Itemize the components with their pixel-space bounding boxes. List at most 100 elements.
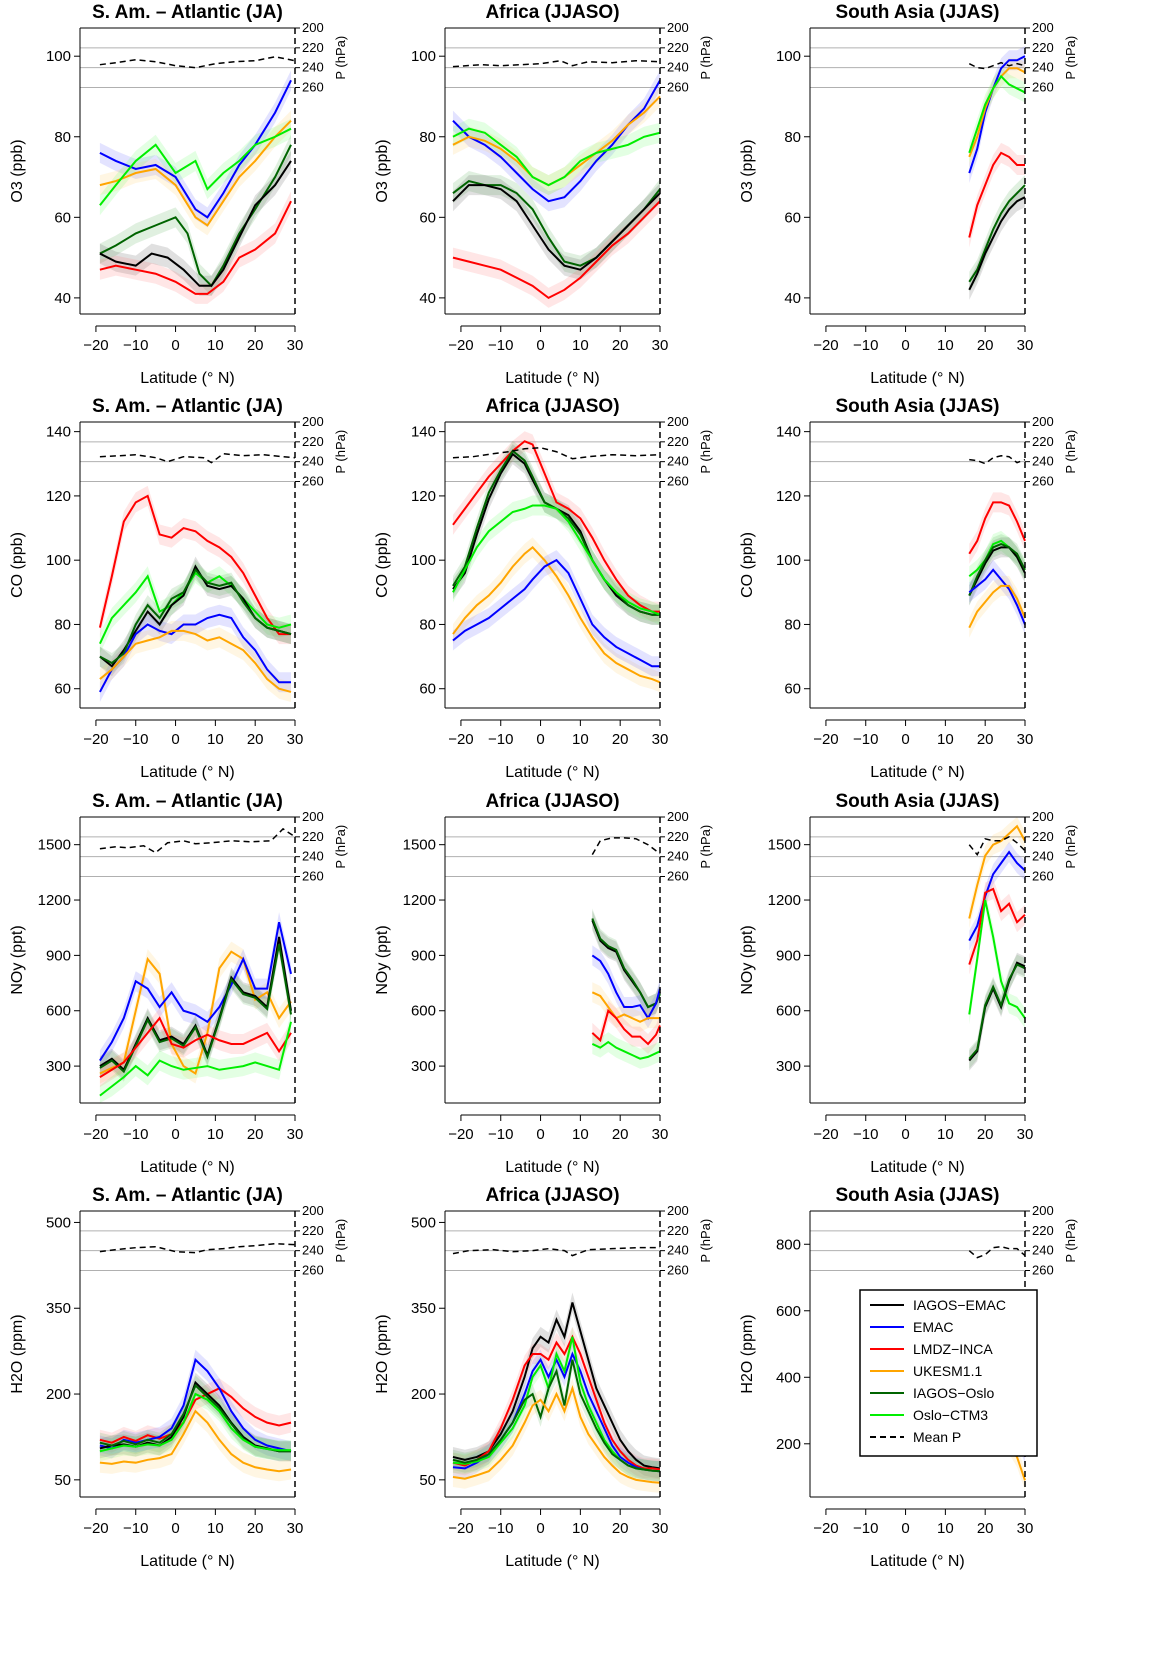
series-iagos-emac xyxy=(99,160,292,287)
x-tick-label: −10 xyxy=(853,337,878,354)
band-emac xyxy=(452,70,660,212)
band-oslo-ctm3 xyxy=(969,66,1025,163)
x-tick-label: 20 xyxy=(247,1520,264,1537)
x-axis-label: Latitude (° N) xyxy=(870,370,964,387)
p-axis-label: P (hPa) xyxy=(333,825,348,869)
band-iagos-emac xyxy=(969,187,1025,300)
series-ukesm1.1 xyxy=(99,1409,292,1473)
p-axis-label: P (hPa) xyxy=(333,1219,348,1263)
p-tick-label: 220 xyxy=(1032,40,1054,55)
x-tick-label: −20 xyxy=(83,337,108,354)
y-tick-label: 50 xyxy=(419,1472,436,1489)
band-iagos-emac xyxy=(99,150,292,296)
series-lmdz-inca xyxy=(968,887,1026,965)
series-ukesm1.1 xyxy=(968,824,1026,919)
y-tick-label: 80 xyxy=(784,129,801,146)
band-lmdz-inca xyxy=(452,431,660,622)
x-tick-label: 20 xyxy=(612,1520,629,1537)
series-iagos-oslo xyxy=(591,918,661,1009)
p-tick-label: 240 xyxy=(302,1243,324,1258)
x-axis-label: Latitude (° N) xyxy=(140,1159,234,1176)
x-tick-label: 20 xyxy=(612,1126,629,1143)
y-tick-label: 100 xyxy=(411,48,436,65)
x-tick-label: 30 xyxy=(287,337,304,354)
panel-title: Africa (JJASO) xyxy=(485,1185,619,1206)
y-tick-label: 100 xyxy=(46,552,71,569)
panel-title: Africa (JJASO) xyxy=(485,396,619,417)
p-tick-label: 260 xyxy=(302,79,324,94)
series-ukesm1.1 xyxy=(452,1384,661,1484)
p-tick-label: 200 xyxy=(1032,20,1054,35)
series-ukesm1.1 xyxy=(99,950,292,1076)
band-lmdz-inca xyxy=(452,191,660,308)
panel-7: S. Am. – Atlantic (JA)30060090012001500N… xyxy=(9,791,348,1176)
series-mean-p xyxy=(99,1242,296,1254)
p-axis-label: P (hPa) xyxy=(1063,430,1078,474)
y-tick-label: 140 xyxy=(411,424,436,441)
p-tick-label: 200 xyxy=(667,20,689,35)
y-axis-label: CO (ppb) xyxy=(739,532,756,598)
series-iagos-emac xyxy=(968,546,1026,596)
p-axis-label: P (hPa) xyxy=(1063,1219,1078,1263)
series-iagos-emac xyxy=(452,184,661,271)
x-tick-label: 10 xyxy=(207,337,224,354)
x-tick-label: 30 xyxy=(287,1126,304,1143)
band-iagos-emac xyxy=(969,537,1025,606)
x-tick-label: 20 xyxy=(977,731,994,748)
series-iagos-oslo xyxy=(99,144,292,288)
y-tick-label: 40 xyxy=(54,290,71,307)
x-tick-label: 0 xyxy=(901,731,909,748)
p-tick-label: 220 xyxy=(667,1223,689,1238)
y-tick-label: 500 xyxy=(411,1214,436,1231)
p-tick-label: 200 xyxy=(667,809,689,824)
x-tick-label: 10 xyxy=(207,1520,224,1537)
y-tick-label: 350 xyxy=(46,1300,71,1317)
series-oslo-ctm3 xyxy=(968,899,1026,1019)
series-ukesm1.1 xyxy=(99,629,292,693)
x-tick-label: 30 xyxy=(1017,337,1034,354)
legend-box xyxy=(859,1289,1038,1457)
p-tick-label: 220 xyxy=(302,829,324,844)
series-oslo-ctm3 xyxy=(99,127,292,206)
x-tick-label: 30 xyxy=(652,731,669,748)
p-tick-label: 240 xyxy=(302,60,324,75)
y-axis-label: CO (ppb) xyxy=(9,532,26,598)
panel-title: S. Am. – Atlantic (JA) xyxy=(92,791,283,812)
series-oslo-ctm3 xyxy=(99,1021,292,1097)
x-tick-label: 30 xyxy=(287,731,304,748)
series-lmdz-inca xyxy=(98,494,292,636)
x-tick-label: 20 xyxy=(247,337,264,354)
p-tick-label: 220 xyxy=(302,1223,324,1238)
y-tick-label: 50 xyxy=(54,1472,71,1489)
x-tick-label: 20 xyxy=(977,337,994,354)
y-axis-label: NOy (ppt) xyxy=(9,925,26,994)
y-tick-label: 80 xyxy=(54,129,71,146)
x-tick-label: 20 xyxy=(247,1126,264,1143)
band-iagos-oslo xyxy=(969,534,1025,606)
x-tick-label: −10 xyxy=(123,731,148,748)
series-emac xyxy=(968,55,1026,174)
legend-label: Mean P xyxy=(913,1429,961,1445)
p-tick-label: 220 xyxy=(667,40,689,55)
legend-label: Oslo−CTM3 xyxy=(913,1407,988,1423)
y-tick-label: 1500 xyxy=(768,837,801,854)
series-iagos-oslo xyxy=(99,944,293,1074)
panel-title: South Asia (JJAS) xyxy=(836,1185,1000,1206)
legend-label: EMAC xyxy=(913,1319,953,1335)
y-tick-label: 300 xyxy=(411,1058,436,1075)
x-axis-label: Latitude (° N) xyxy=(505,1159,599,1176)
panel-title: Africa (JJASO) xyxy=(485,791,619,812)
p-tick-label: 220 xyxy=(1032,829,1054,844)
series-oslo-ctm3 xyxy=(968,74,1026,154)
y-tick-label: 1500 xyxy=(403,837,436,854)
x-tick-label: −10 xyxy=(488,731,513,748)
band-lmdz-inca xyxy=(99,1008,292,1088)
band-lmdz-inca xyxy=(99,191,292,304)
y-tick-label: 60 xyxy=(54,681,71,698)
series-mean-p xyxy=(969,454,1026,465)
p-tick-label: 200 xyxy=(302,20,324,35)
x-tick-label: −10 xyxy=(123,1520,148,1537)
